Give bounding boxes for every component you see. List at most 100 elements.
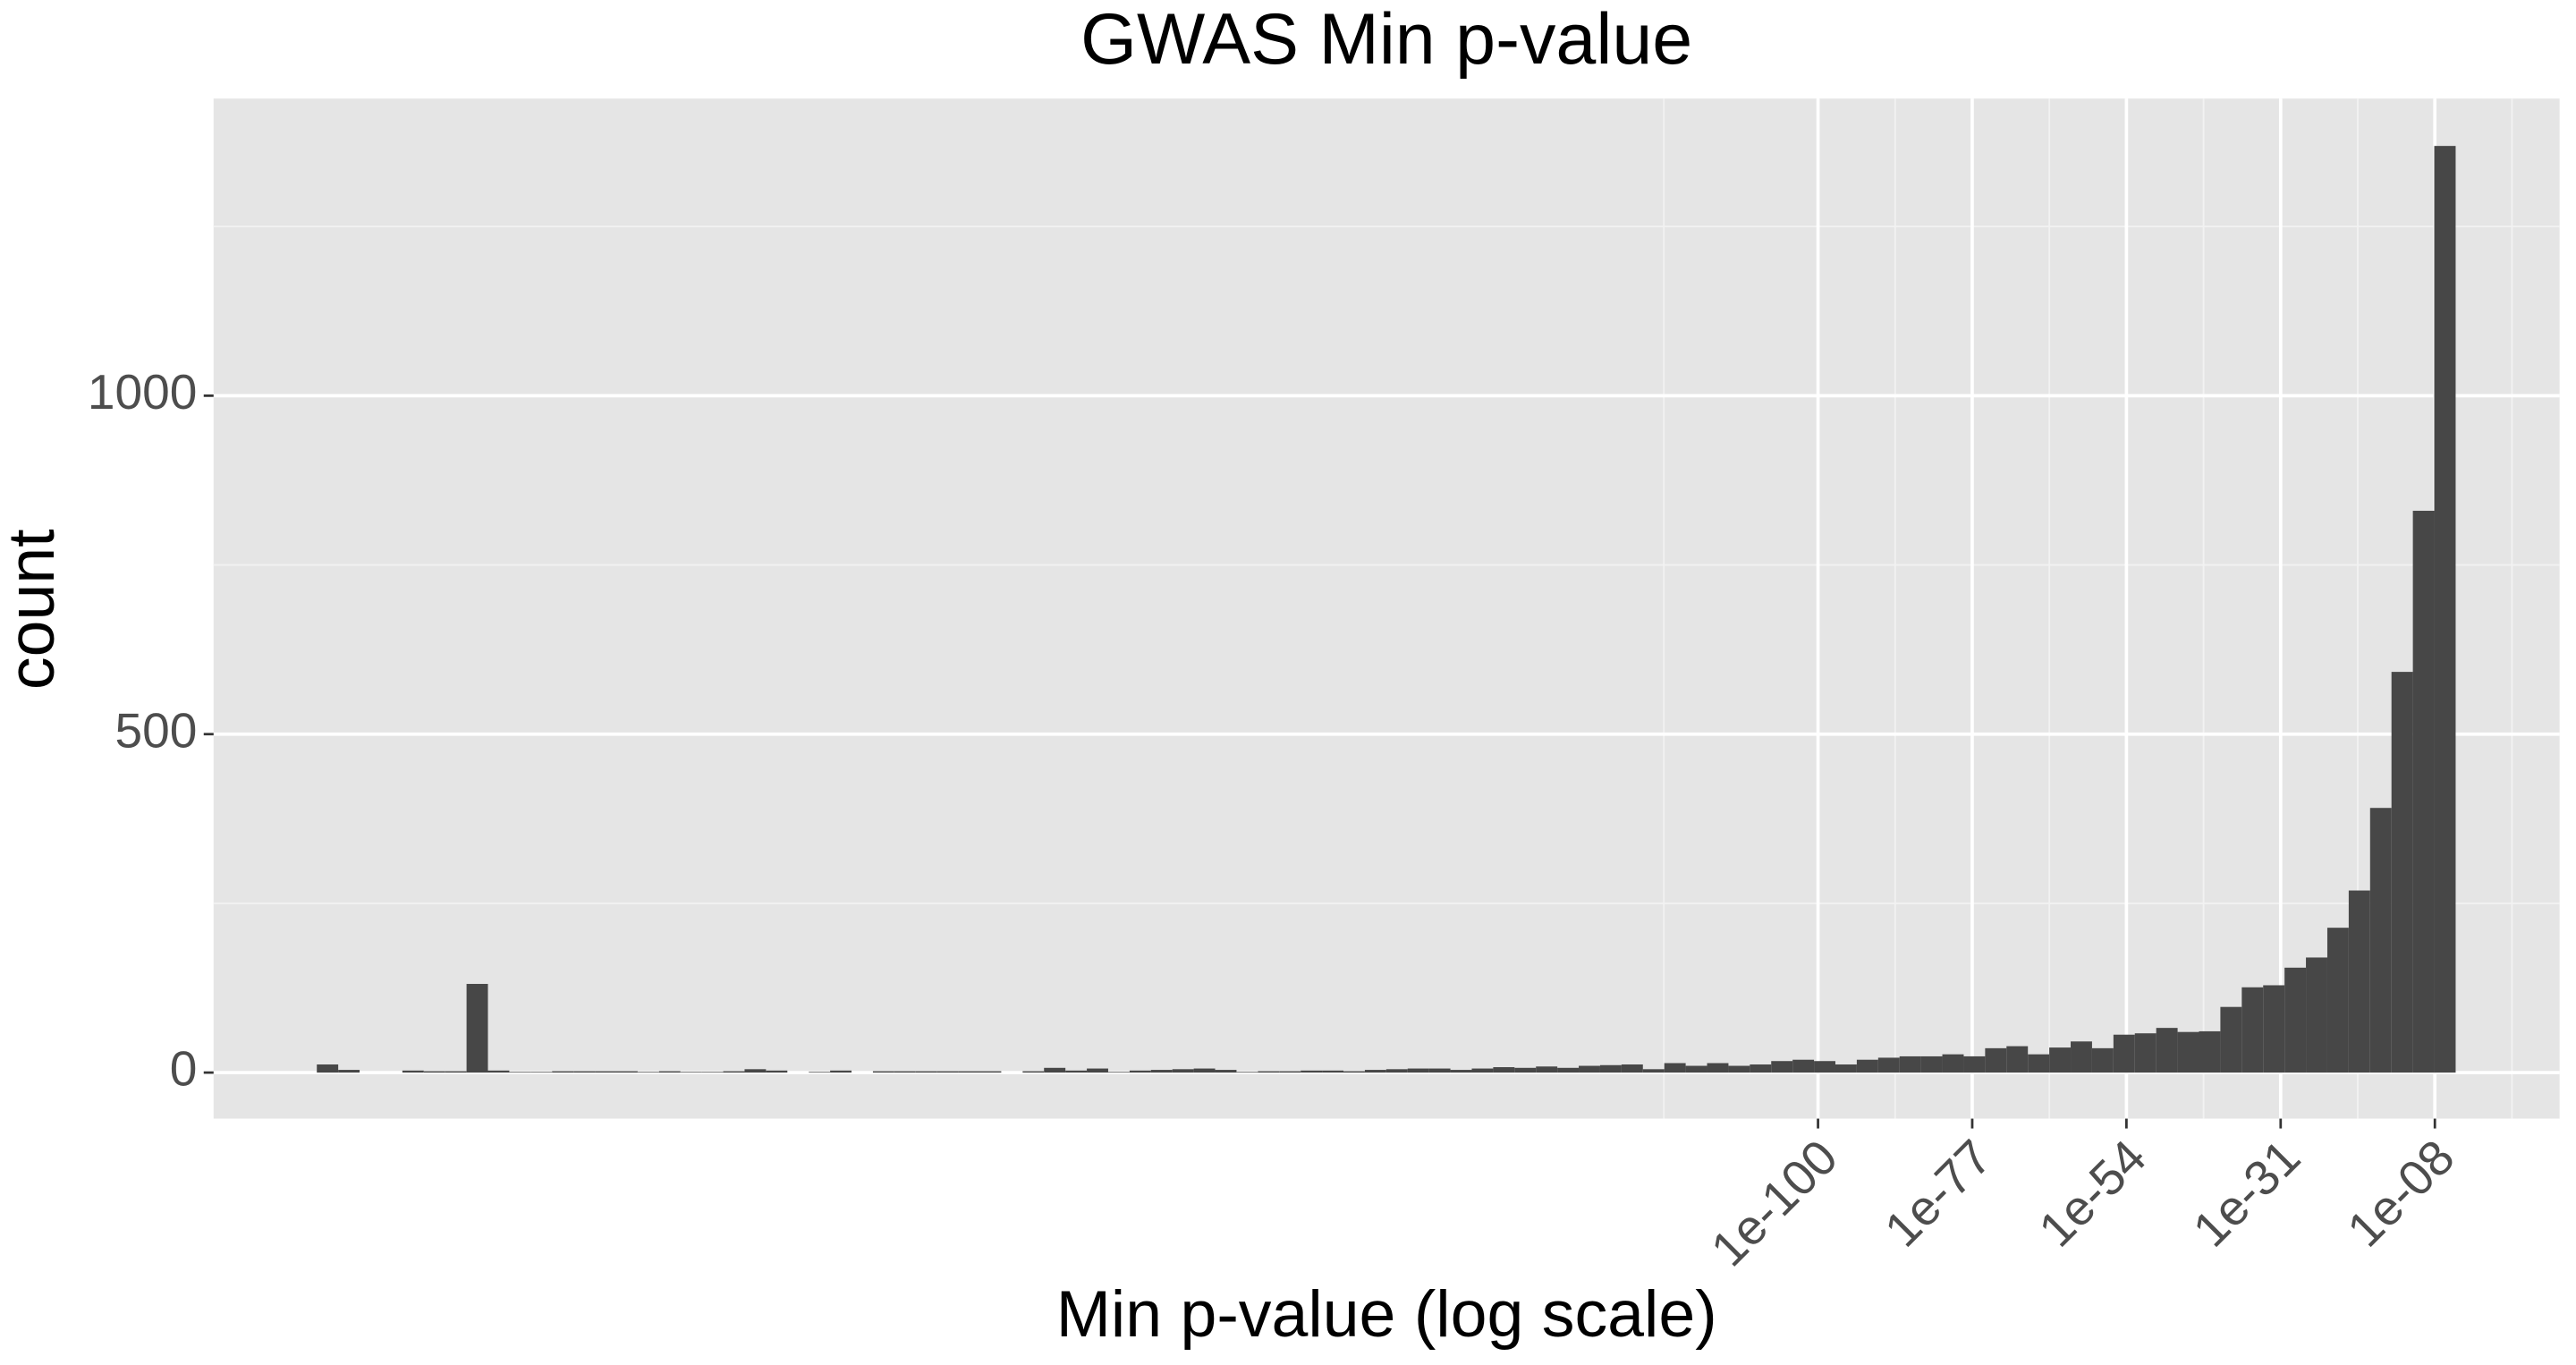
bar bbox=[2241, 987, 2264, 1073]
bar bbox=[1471, 1068, 1494, 1073]
bar bbox=[2113, 1034, 2135, 1073]
bar bbox=[2071, 1041, 2092, 1073]
bar bbox=[2199, 1030, 2221, 1073]
x-axis-title: Min p-value (log scale) bbox=[1056, 1276, 1717, 1351]
bar bbox=[1771, 1061, 1793, 1073]
bar bbox=[744, 1069, 767, 1073]
bar bbox=[487, 1070, 510, 1073]
bar bbox=[1258, 1071, 1280, 1073]
bar bbox=[894, 1071, 916, 1073]
bar bbox=[2028, 1054, 2050, 1073]
bar bbox=[830, 1070, 852, 1073]
bar bbox=[1621, 1064, 1643, 1073]
bar bbox=[1087, 1068, 1108, 1073]
bar bbox=[1664, 1063, 1686, 1073]
bar bbox=[573, 1071, 596, 1073]
bar bbox=[1215, 1070, 1237, 1073]
bar bbox=[595, 1071, 616, 1073]
bar bbox=[1707, 1063, 1729, 1073]
bar bbox=[1279, 1071, 1301, 1073]
bar bbox=[958, 1071, 980, 1073]
bar bbox=[1642, 1069, 1665, 1073]
bar bbox=[1579, 1065, 1600, 1073]
bar bbox=[615, 1071, 638, 1073]
bar bbox=[1514, 1067, 1537, 1073]
bar bbox=[2434, 146, 2456, 1073]
bar bbox=[2134, 1033, 2157, 1073]
bar bbox=[1450, 1070, 1472, 1073]
bar bbox=[1129, 1070, 1151, 1073]
bar bbox=[466, 983, 488, 1073]
bar bbox=[423, 1071, 445, 1073]
bar bbox=[2348, 890, 2370, 1073]
bar bbox=[2177, 1031, 2199, 1073]
bar bbox=[979, 1071, 1002, 1073]
bar bbox=[1301, 1070, 1323, 1073]
x-tick-label: 1e-08 bbox=[2336, 1129, 2464, 1257]
bar bbox=[2306, 957, 2327, 1073]
bar bbox=[2412, 511, 2435, 1073]
bar bbox=[1750, 1064, 1772, 1073]
bar bbox=[1899, 1056, 1921, 1073]
bar bbox=[1364, 1070, 1386, 1073]
y-tick-label: 0 bbox=[170, 1041, 198, 1097]
bar bbox=[1385, 1069, 1408, 1073]
bar bbox=[1792, 1059, 1815, 1073]
bar bbox=[445, 1071, 467, 1073]
chart-title: GWAS Min p-value bbox=[1080, 0, 1692, 80]
y-tick-label: 1000 bbox=[88, 364, 198, 420]
bar bbox=[1963, 1056, 1986, 1073]
bar bbox=[2369, 808, 2392, 1073]
x-tick-label: 1e-100 bbox=[1700, 1129, 1848, 1276]
bar bbox=[658, 1071, 681, 1073]
bar bbox=[723, 1071, 745, 1073]
bar bbox=[1022, 1071, 1045, 1073]
bar bbox=[1877, 1057, 1900, 1073]
x-tick-label: 1e-54 bbox=[2028, 1129, 2156, 1257]
bar bbox=[1493, 1067, 1515, 1073]
y-tick-label: 500 bbox=[114, 702, 197, 758]
y-axis-title: count bbox=[0, 529, 68, 690]
panel bbox=[213, 98, 2560, 1119]
bar bbox=[1814, 1061, 1835, 1073]
bar bbox=[1150, 1070, 1173, 1073]
bar bbox=[1343, 1071, 1365, 1073]
bar bbox=[2006, 1046, 2029, 1073]
bar bbox=[1536, 1066, 1558, 1073]
bar bbox=[1835, 1064, 1857, 1073]
bar bbox=[1942, 1054, 1964, 1073]
bar bbox=[552, 1071, 574, 1073]
bar bbox=[1685, 1065, 1707, 1073]
bar bbox=[317, 1064, 339, 1073]
bar bbox=[1407, 1068, 1429, 1073]
bar bbox=[2284, 967, 2307, 1073]
bar bbox=[1428, 1068, 1451, 1073]
bar bbox=[1557, 1067, 1580, 1073]
bar bbox=[2049, 1047, 2072, 1073]
bar bbox=[1920, 1056, 1943, 1073]
bar bbox=[1065, 1070, 1088, 1073]
bar bbox=[2263, 985, 2285, 1073]
x-tick-label: 1e-31 bbox=[2182, 1129, 2310, 1257]
bar bbox=[2220, 1006, 2242, 1073]
bar bbox=[1985, 1047, 2007, 1073]
bar bbox=[1728, 1065, 1750, 1073]
bar bbox=[1322, 1070, 1344, 1073]
bar bbox=[1599, 1064, 1622, 1073]
bar bbox=[1044, 1067, 1066, 1073]
bar bbox=[402, 1070, 424, 1073]
bar bbox=[915, 1071, 937, 1073]
bar bbox=[2156, 1028, 2178, 1073]
bar bbox=[766, 1070, 788, 1073]
x-tick-label: 1e-77 bbox=[1874, 1129, 2002, 1257]
bar bbox=[2326, 928, 2349, 1073]
bar bbox=[338, 1070, 360, 1073]
plot-layer bbox=[213, 98, 2560, 1119]
bar bbox=[872, 1071, 894, 1073]
bar bbox=[1856, 1059, 1878, 1073]
bar bbox=[936, 1071, 959, 1073]
bar bbox=[2391, 672, 2413, 1073]
bar bbox=[1172, 1069, 1194, 1073]
